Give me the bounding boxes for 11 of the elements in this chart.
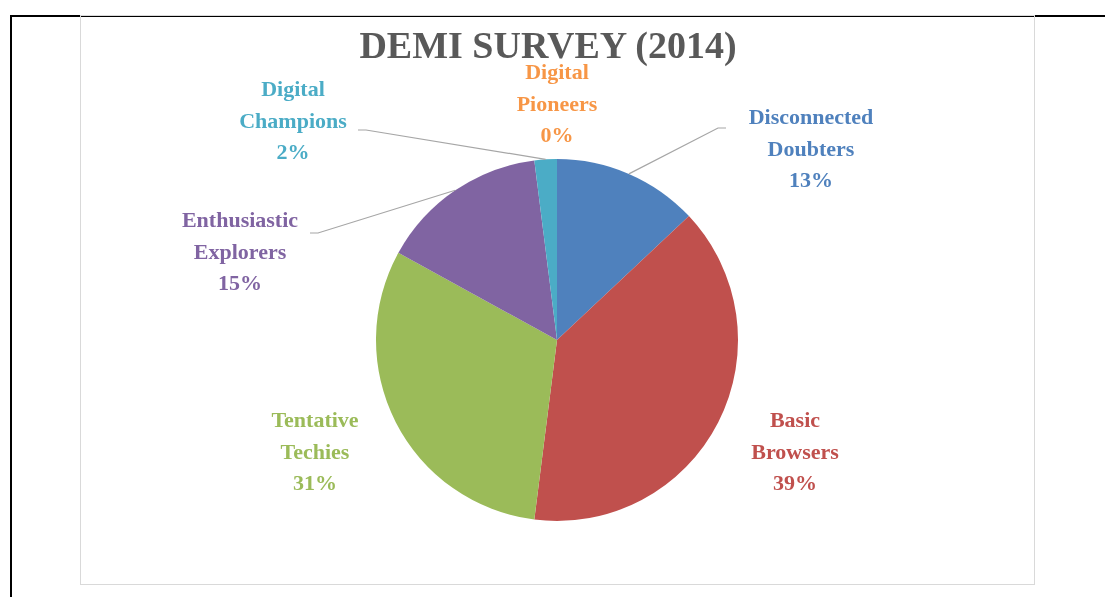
slice-label: Digital Champions	[239, 76, 348, 133]
slice-label: Basic Browsers	[751, 407, 840, 464]
slice-label: Tentative Techies	[271, 407, 359, 464]
data-label: 13%	[789, 167, 833, 193]
slice-label: Enthusiastic Explorers	[181, 207, 299, 264]
data-label: 2%	[276, 139, 310, 165]
data-label: 15%	[218, 270, 262, 296]
slice-label: Disconnected Doubters	[748, 104, 874, 161]
data-label: 39%	[773, 470, 817, 496]
text: 0%	[540, 122, 574, 148]
data-label: 31%	[293, 470, 337, 496]
